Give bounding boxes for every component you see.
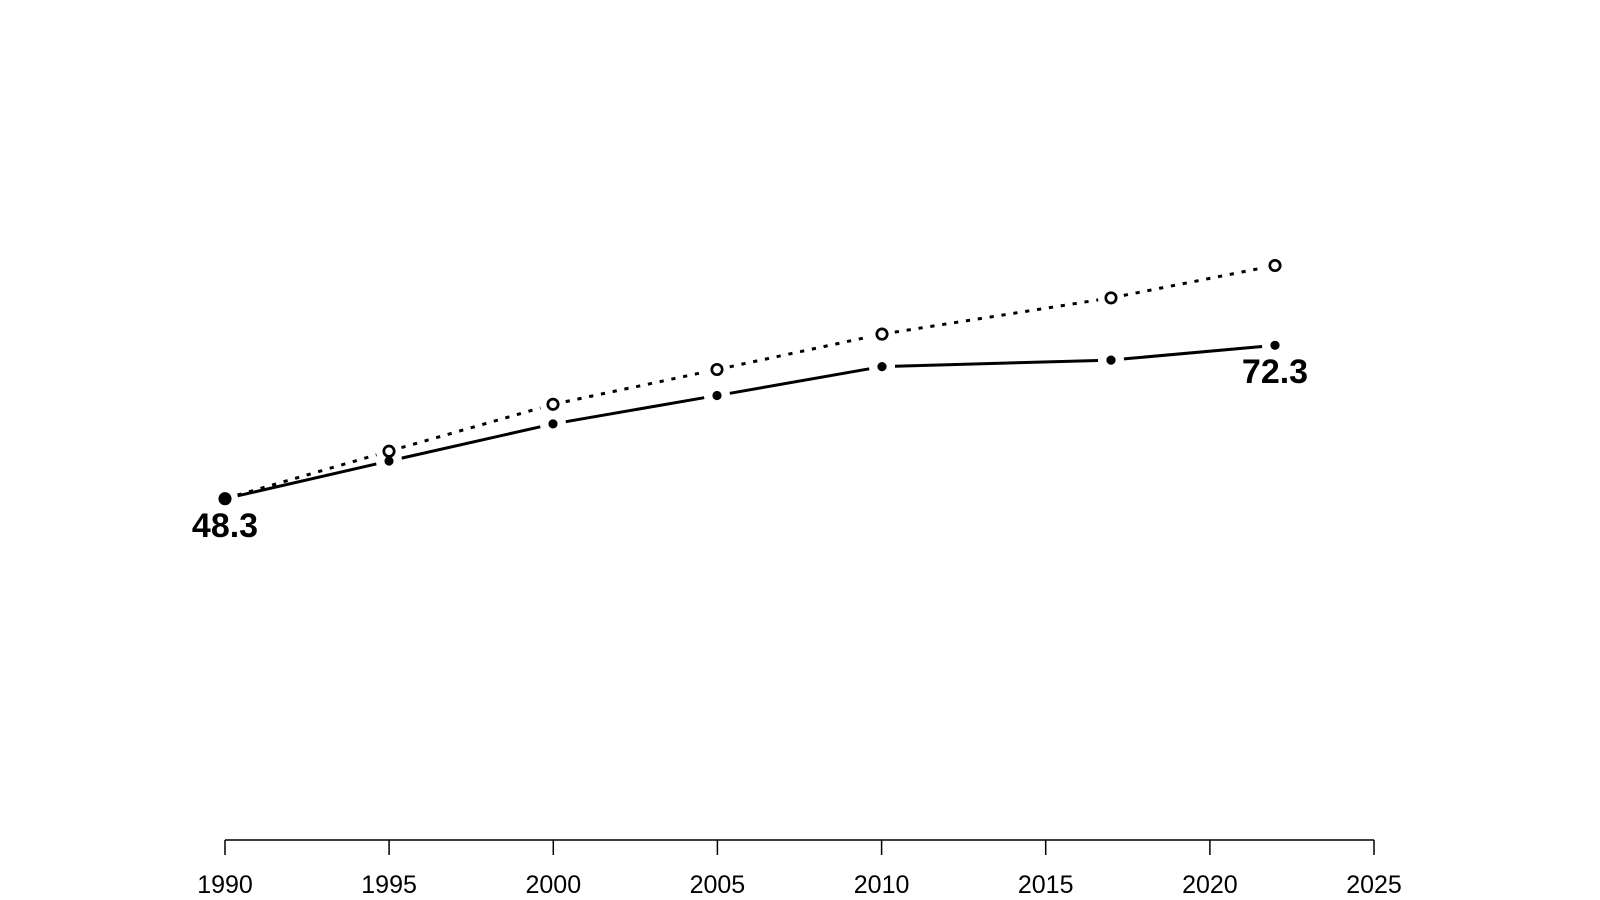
svg-text:2020: 2020 (1182, 871, 1238, 899)
svg-text:2015: 2015 (1018, 871, 1074, 899)
svg-text:1995: 1995 (361, 871, 417, 899)
svg-text:2000: 2000 (525, 871, 581, 899)
svg-text:1990: 1990 (197, 871, 253, 899)
svg-text:2025: 2025 (1346, 871, 1402, 899)
svg-text:72.3: 72.3 (1242, 353, 1308, 391)
svg-text:48.3: 48.3 (192, 507, 258, 545)
svg-text:2005: 2005 (690, 871, 746, 899)
svg-text:2010: 2010 (854, 871, 910, 899)
